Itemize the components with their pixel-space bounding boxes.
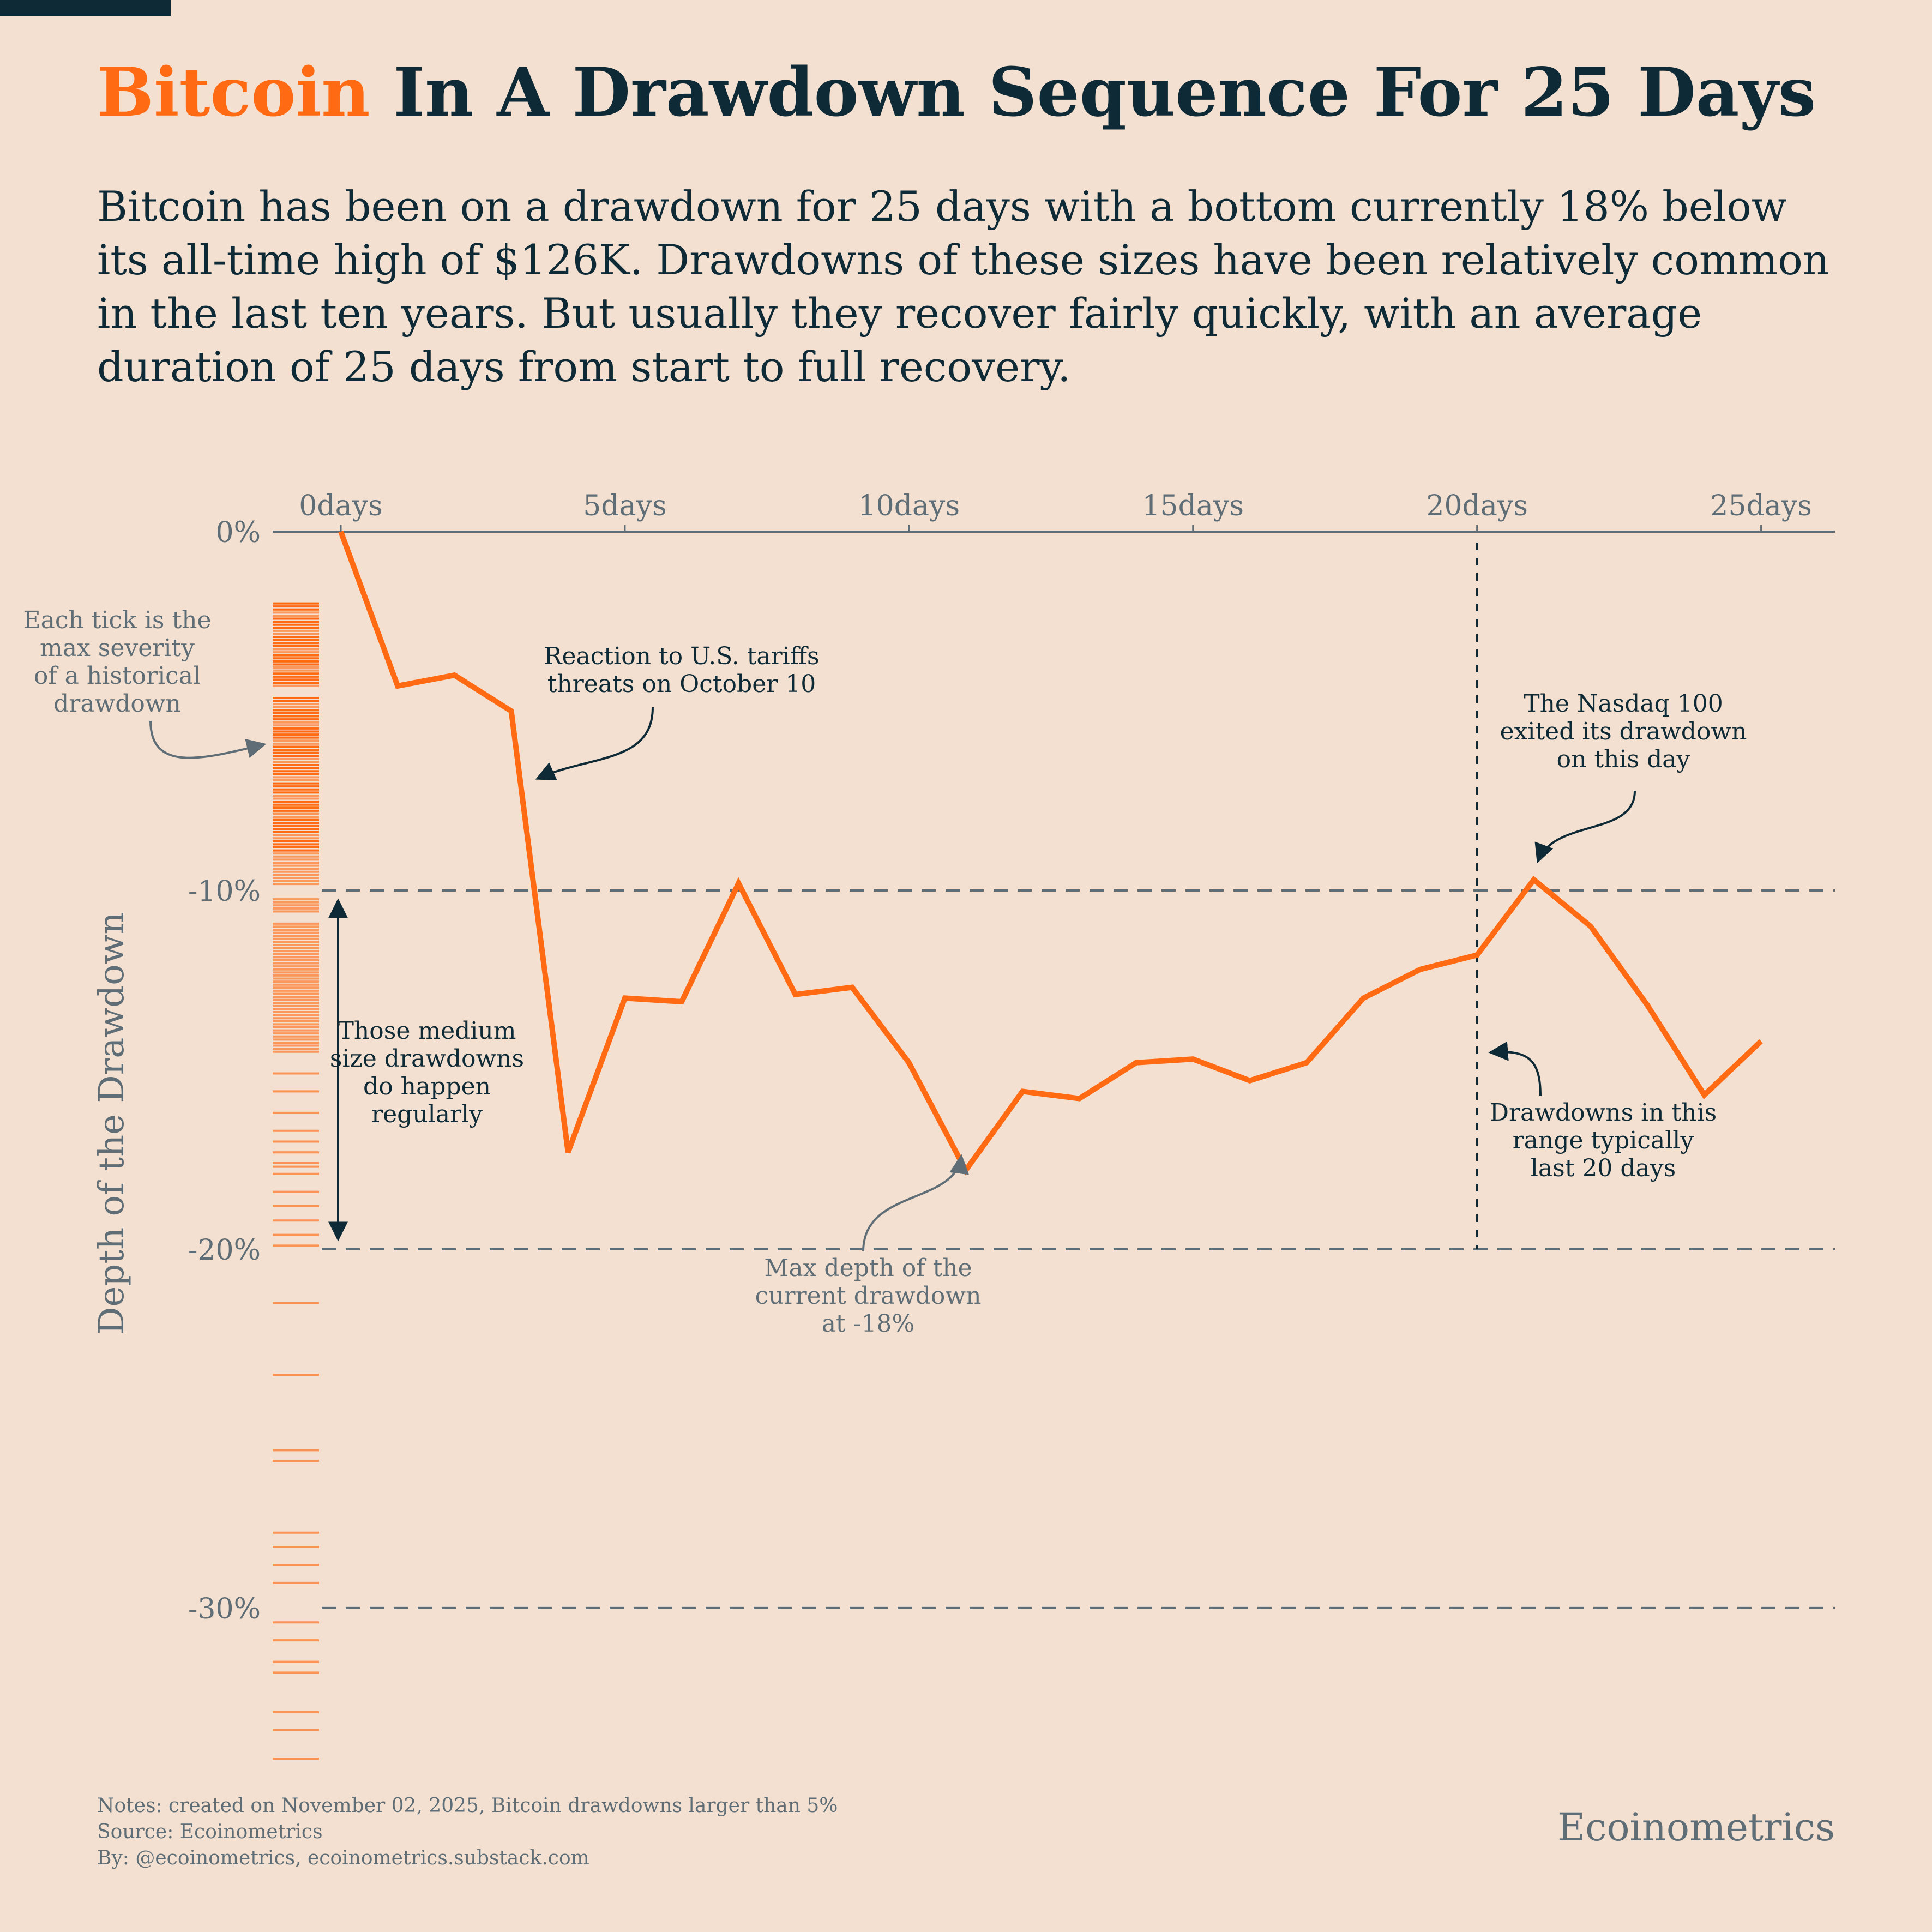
arrow-tariffs	[535, 707, 654, 781]
chart-title: Bitcoin In A Drawdown Sequence For 25 Da…	[97, 49, 1816, 136]
grid-lines	[322, 543, 1835, 1609]
y-tick-label: -20%	[188, 1234, 261, 1267]
x-tick-label: 20days	[1426, 490, 1528, 522]
footer-by-line: By: @ecoinometrics, ecoinometrics.substa…	[97, 1847, 589, 1869]
arrow-range	[1488, 1041, 1542, 1097]
x-tick-label: 5days	[583, 490, 666, 522]
x-tick-label: 10days	[858, 490, 960, 522]
annotation-medium: Those medium size drawdowns do happen regul…	[330, 1017, 524, 1128]
annotation-range: Drawdowns in this range typically last 20 …	[1490, 1099, 1717, 1182]
axes: 0days 5days 10days 15days 20days 25days 0% -10%…	[92, 490, 1835, 1626]
annotation-tariffs: Reaction to U.S. tariffs threats on Octob…	[544, 642, 819, 698]
corner-accent-bar	[0, 0, 171, 16]
y-tick-label: 0%	[216, 516, 261, 549]
x-tick-label: 15days	[1142, 490, 1244, 522]
annotation-maxdepth: Max depth of the current drawdown at -18%	[755, 1254, 982, 1338]
footer-notes-line: Notes: created on November 02, 2025, Bit…	[97, 1795, 838, 1817]
annotation-tick-note: Each tick is the max severity of a histori…	[23, 606, 211, 718]
historical-ticks	[273, 602, 319, 1760]
annotation-nasdaq: The Nasdaq 100 exited its drawdown on this…	[1500, 690, 1747, 773]
y-tick-label: -10%	[188, 875, 261, 908]
arrow-tick-note	[149, 720, 267, 759]
title-rest: In A Drawdown Sequence For 25 Days	[370, 53, 1816, 132]
x-tick-label: 25days	[1710, 490, 1812, 522]
series-layer	[338, 531, 1764, 1176]
y-axis-label: Depth of the Drawdown	[92, 912, 132, 1335]
footer-source-line: Source: Ecoinometrics	[97, 1821, 323, 1843]
series-line	[338, 531, 1764, 1176]
arrow-nasdaq	[1534, 790, 1636, 864]
arrow-maxdepth	[862, 1154, 969, 1252]
footer-notes: Notes: created on November 02, 2025, Bit…	[97, 1793, 838, 1871]
title-accent: Bitcoin	[97, 53, 370, 132]
annotations-layer: Each tick is the max severity of a histori…	[23, 606, 1747, 1338]
x-tick-label: 0days	[299, 490, 382, 522]
chart-subtitle: Bitcoin has been on a drawdown for 25 da…	[97, 182, 1829, 391]
brand-logo-text: Ecoinometrics	[1557, 1805, 1835, 1850]
y-tick-label: -30%	[188, 1593, 261, 1626]
